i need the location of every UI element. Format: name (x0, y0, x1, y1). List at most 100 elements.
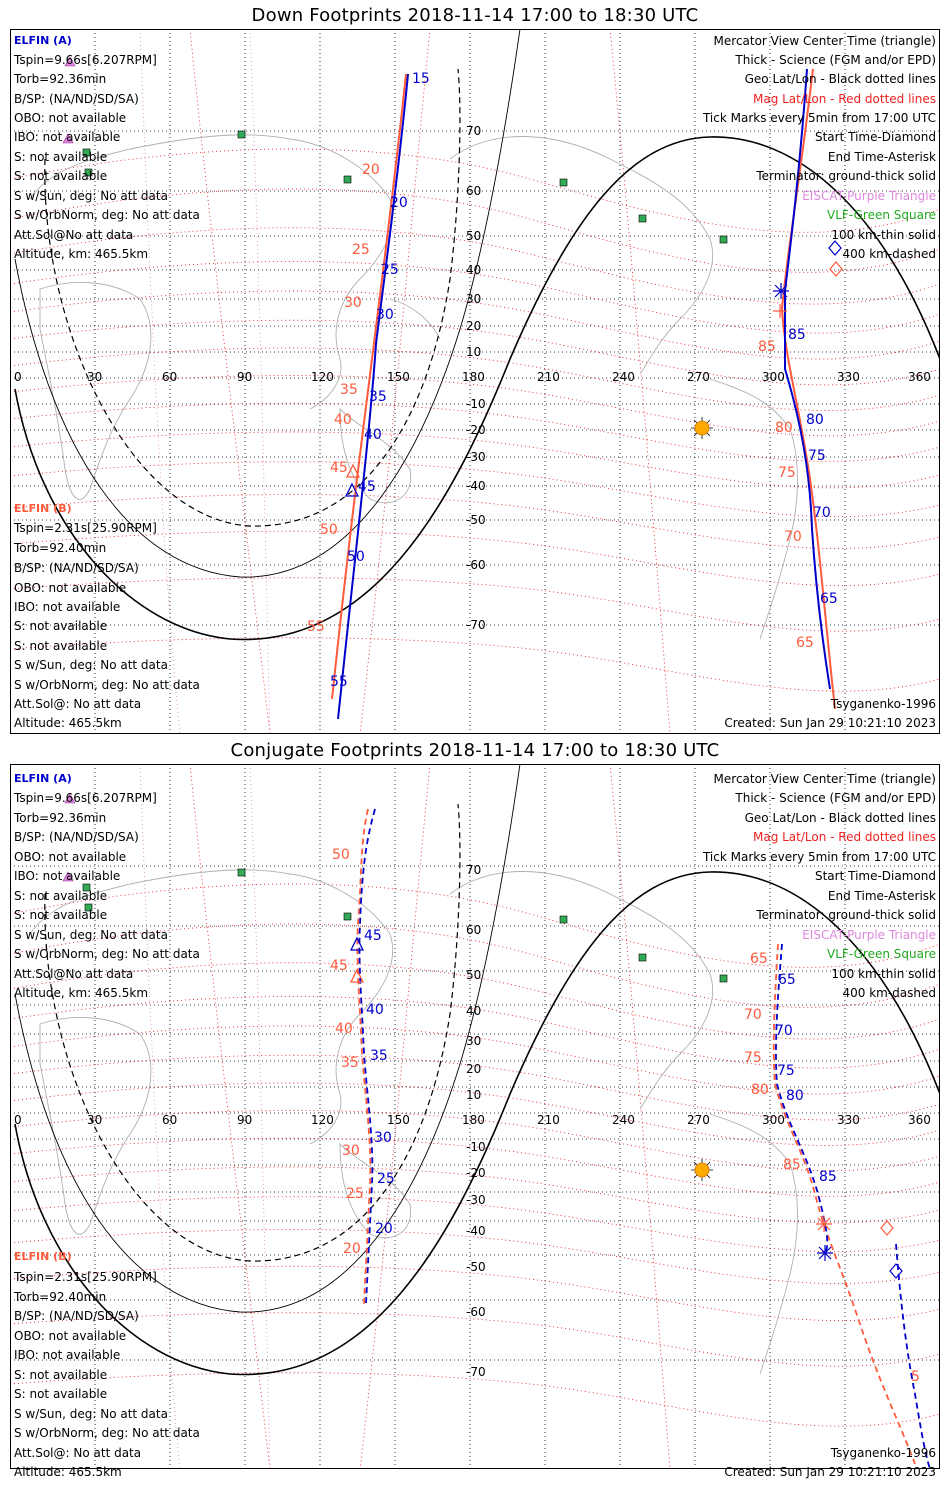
elfin-a-conj-track-east2 (895, 1243, 931, 1469)
created-label: Created: Sun Jan 29 10:21:10 2023 (724, 1465, 936, 1479)
info-line: Altitude: 465.5km (14, 1465, 122, 1479)
info-line: S: not available (14, 169, 108, 183)
info-line: S: not available (14, 619, 108, 633)
tick-label-a: 20 (375, 1221, 393, 1237)
center-triangle-a (344, 482, 360, 497)
lat-label: 60 (466, 184, 482, 198)
legend-item: 100 km-thin solid (831, 967, 936, 981)
legend-item: Mag Lat/Lon - Red dotted lines (752, 830, 936, 844)
legend-item: End Time-Asterisk (827, 150, 936, 164)
eiscat-stations (62, 56, 76, 144)
elfin-b-track-west (331, 73, 407, 700)
start-diamond-red-final (880, 1220, 894, 1236)
tick-label-b: 40 (334, 412, 352, 428)
tick-label-a: 75 (808, 448, 826, 464)
tick-label-a: 15 (412, 71, 430, 87)
info-line: S w/OrbNorm, deg: No att data (14, 208, 200, 222)
info-line: S w/Sun, deg: No att data (14, 928, 168, 942)
eiscat-stations (62, 793, 76, 882)
info-line: Tspin=9.66s[6.207RPM] (14, 791, 157, 805)
elfin-a-track-west (337, 73, 409, 720)
lat-label: -10 (466, 1140, 486, 1154)
tick-label-a: 80 (806, 412, 824, 428)
lat-label: -70 (466, 1365, 486, 1379)
lon-label: 60 (162, 1113, 178, 1127)
geo-grid-lon (94, 764, 846, 1469)
panel-title-down: Down Footprints 2018-11-14 17:00 to 18:3… (251, 5, 699, 26)
info-line: Torb=92.36min (14, 811, 107, 825)
legend-item: 400 km-dashed (842, 247, 936, 261)
tick-label-a: 25 (381, 262, 399, 278)
lon-label: 360 (908, 370, 931, 384)
tick-label-b: 25 (352, 242, 370, 258)
tick-label-b: 50 (332, 847, 350, 863)
info-line: Att.Sol@: No att data (14, 697, 142, 711)
end-asterisk-b (773, 304, 787, 318)
info-line: Att.Sol@: No att data (14, 1446, 142, 1460)
lon-label: 30 (87, 1113, 103, 1127)
lat-label: 20 (466, 1062, 482, 1076)
tick-label-a: 20 (390, 195, 408, 211)
info-line: S w/OrbNorm, deg: No att data (14, 678, 200, 692)
lat-label: 40 (466, 263, 482, 277)
info-line: OBO: not available (14, 850, 127, 864)
tick-label-a: 45 (358, 479, 376, 495)
geo-grid-lon (94, 29, 846, 734)
tick-label-a: 65 (820, 591, 838, 607)
tick-label-b: 80 (775, 420, 793, 436)
end-asterisk-a (773, 283, 789, 299)
end-asterisk-blue-final (817, 1245, 833, 1261)
tick-label-b: 25 (346, 1186, 364, 1202)
tick-label-a: 80 (786, 1088, 804, 1104)
info-line: S w/Sun, deg: No att data (14, 1407, 168, 1421)
elfin-a-conj-track-east (775, 943, 829, 1255)
lat-label: 50 (466, 229, 482, 243)
lat-label: -10 (466, 397, 486, 411)
tick-label-b: 40 (335, 1021, 353, 1037)
lon-label: 0 (14, 370, 22, 384)
lon-label: 60 (162, 370, 178, 384)
info-line: S: not available (14, 1387, 108, 1401)
elfin-a-header: ELFIN (A) (14, 34, 72, 47)
legend-item: Tick Marks every 5min from 17:00 UTC (702, 111, 936, 125)
legend-item: EISCAT-Purple Triangle (802, 928, 936, 942)
vlf-stations (82, 130, 728, 244)
tick-label-b: 85 (758, 339, 776, 355)
lat-label: 40 (466, 1004, 482, 1018)
vlf-stations (82, 868, 728, 983)
created-label: Created: Sun Jan 29 10:21:10 2023 (724, 716, 936, 730)
info-line: B/SP: (NA/ND/SD/SA) (14, 92, 139, 106)
conjugate-footprint-map (10, 764, 940, 1469)
info-line: Att.Sol@No att data (14, 967, 134, 981)
coastlines (29, 869, 798, 1375)
tick-label-b: 20 (362, 162, 380, 178)
info-line: Altitude: 465.5km (14, 716, 122, 730)
tick-label-a: 35 (370, 1048, 388, 1064)
elfin-a-track-east (784, 68, 831, 690)
tick-label-b: 35 (340, 382, 358, 398)
terminator-100km (14, 764, 521, 1313)
info-line: Torb=92.40min (14, 541, 107, 555)
model-label: Tsyganenko-1996 (830, 1446, 936, 1460)
lon-label: 240 (612, 370, 635, 384)
lon-label: 90 (237, 370, 253, 384)
geo-grid-lat (10, 865, 940, 1361)
legend-item: Geo Lat/Lon - Black dotted lines (744, 72, 936, 86)
mag-grid (10, 764, 940, 1469)
lon-label: 240 (612, 1113, 635, 1127)
info-line: S: not available (14, 1368, 108, 1382)
tick-label-b: 35 (341, 1055, 359, 1071)
info-line: Torb=92.36min (14, 72, 107, 86)
info-line: OBO: not available (14, 1329, 127, 1343)
lat-label: -20 (466, 423, 486, 437)
lat-label: -40 (466, 1224, 486, 1238)
tick-label-b: 45 (330, 460, 348, 476)
legend-item: Geo Lat/Lon - Black dotted lines (744, 811, 936, 825)
lon-label: 0 (14, 1113, 22, 1127)
geo-grid-lat (10, 130, 940, 626)
info-line: B/SP: (NA/ND/SD/SA) (14, 561, 139, 575)
tick-label-b: 50 (320, 522, 338, 538)
info-line: S: not available (14, 639, 108, 653)
legend-item: Tick Marks every 5min from 17:00 UTC (702, 850, 936, 864)
lat-label: -30 (466, 450, 486, 464)
